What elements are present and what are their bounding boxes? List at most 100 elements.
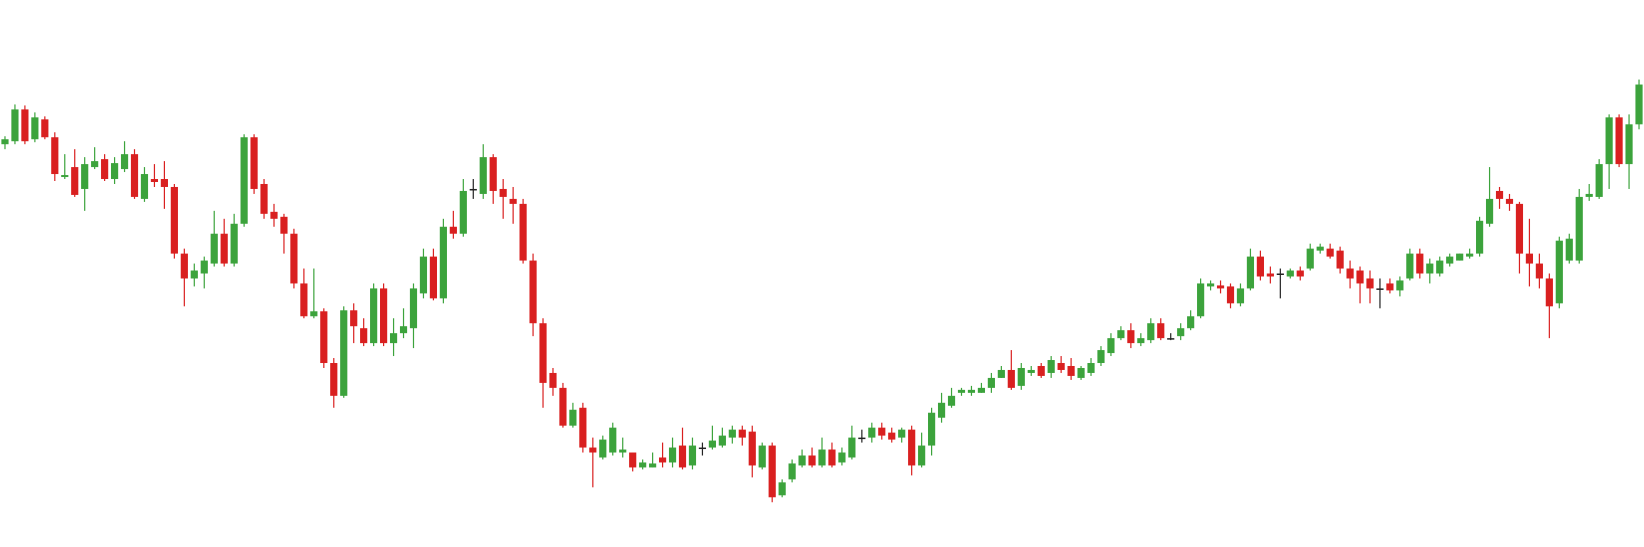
candle-body — [11, 109, 19, 142]
candle-body — [200, 260, 208, 274]
candle-body — [320, 311, 328, 364]
candle-body — [110, 163, 119, 180]
candle-body — [599, 439, 607, 458]
candle-body — [91, 161, 99, 168]
candle-body — [1177, 328, 1185, 337]
candle-body — [928, 412, 936, 446]
candle-body — [1326, 248, 1334, 257]
candle-body — [1167, 338, 1175, 340]
candle-body — [1336, 250, 1344, 269]
candle-body — [479, 157, 487, 194]
candle-body — [1127, 330, 1135, 344]
candle-body — [140, 174, 149, 199]
candle-body — [300, 283, 308, 317]
candle-body — [1615, 117, 1623, 165]
candle-body — [1147, 323, 1155, 341]
candle-body — [1276, 273, 1284, 275]
candle-body — [698, 447, 707, 450]
candle-body — [868, 427, 876, 438]
candle-body — [21, 109, 29, 142]
candle-body — [678, 445, 687, 468]
candle-body — [1087, 363, 1095, 373]
candle-body — [908, 429, 916, 466]
candle-body — [160, 179, 168, 187]
candle-body — [1037, 365, 1045, 376]
candle-body — [1436, 260, 1444, 274]
candle-body — [519, 203, 527, 261]
candle-body — [639, 462, 647, 468]
candle-body — [1565, 238, 1573, 261]
candle-body — [1456, 253, 1464, 261]
candle-body — [1306, 248, 1314, 269]
candle-body — [190, 270, 198, 279]
candle-body — [1077, 367, 1085, 378]
candle-body — [569, 409, 577, 426]
candle-body — [609, 427, 617, 453]
candle-body — [758, 445, 766, 468]
candle-body — [1366, 278, 1374, 289]
candle-body — [250, 137, 258, 189]
candle-body — [210, 233, 218, 264]
candle-body — [1206, 283, 1215, 287]
candle-body — [389, 333, 398, 344]
candle-body — [429, 256, 438, 299]
candle-body — [469, 188, 477, 191]
candle-body — [71, 167, 79, 195]
candle-body — [1187, 316, 1195, 329]
candle-body — [629, 452, 637, 468]
candle-body — [61, 175, 69, 178]
candle-body — [1097, 350, 1105, 364]
candle-body — [489, 157, 497, 191]
candle-body — [81, 164, 89, 189]
candle-body — [1525, 253, 1534, 264]
candle-body — [888, 432, 896, 440]
candle-body — [1396, 280, 1404, 291]
candle-body — [1515, 203, 1524, 254]
candle-body — [1346, 268, 1354, 279]
candle-body — [918, 445, 926, 466]
candle-body — [330, 363, 338, 396]
candle-body — [1575, 196, 1583, 261]
candle-body — [1137, 338, 1145, 344]
candle-body — [1426, 263, 1434, 274]
candle-body — [1107, 338, 1115, 354]
candle-body — [399, 326, 408, 334]
candle-body — [51, 137, 59, 175]
candle-body — [539, 323, 547, 383]
candle-body — [848, 437, 856, 458]
candle-body — [1266, 273, 1274, 277]
candle-body — [1555, 240, 1563, 304]
candle-body — [31, 117, 39, 140]
candle-body — [818, 449, 826, 466]
candle-body — [350, 310, 358, 327]
candle-body — [1117, 330, 1125, 339]
candle-body — [798, 455, 806, 466]
candle-body — [220, 233, 228, 264]
candle-body — [1057, 363, 1065, 370]
candle-body — [529, 260, 537, 324]
candle-body — [1505, 198, 1514, 204]
candle-body — [1485, 198, 1494, 224]
candle-body — [1476, 220, 1484, 254]
candle-body — [967, 389, 976, 393]
candle-body — [260, 183, 268, 214]
candle-body — [589, 447, 597, 453]
candle-body — [1286, 270, 1294, 277]
candle-body — [1017, 367, 1025, 386]
candle-body — [449, 226, 457, 234]
candle-body — [1256, 256, 1264, 277]
candle-body — [619, 449, 627, 453]
candle-body — [957, 389, 966, 393]
candle-body — [1027, 369, 1035, 373]
candle-body — [1296, 270, 1304, 277]
candle-body — [459, 190, 467, 234]
candle-body — [1585, 193, 1593, 197]
candle-body — [708, 440, 716, 448]
candle-body — [878, 427, 886, 436]
candle-body — [738, 429, 746, 438]
candle-body — [1495, 190, 1504, 199]
candle-body — [728, 429, 736, 438]
candle-body — [559, 387, 567, 426]
candle-body — [230, 223, 238, 264]
